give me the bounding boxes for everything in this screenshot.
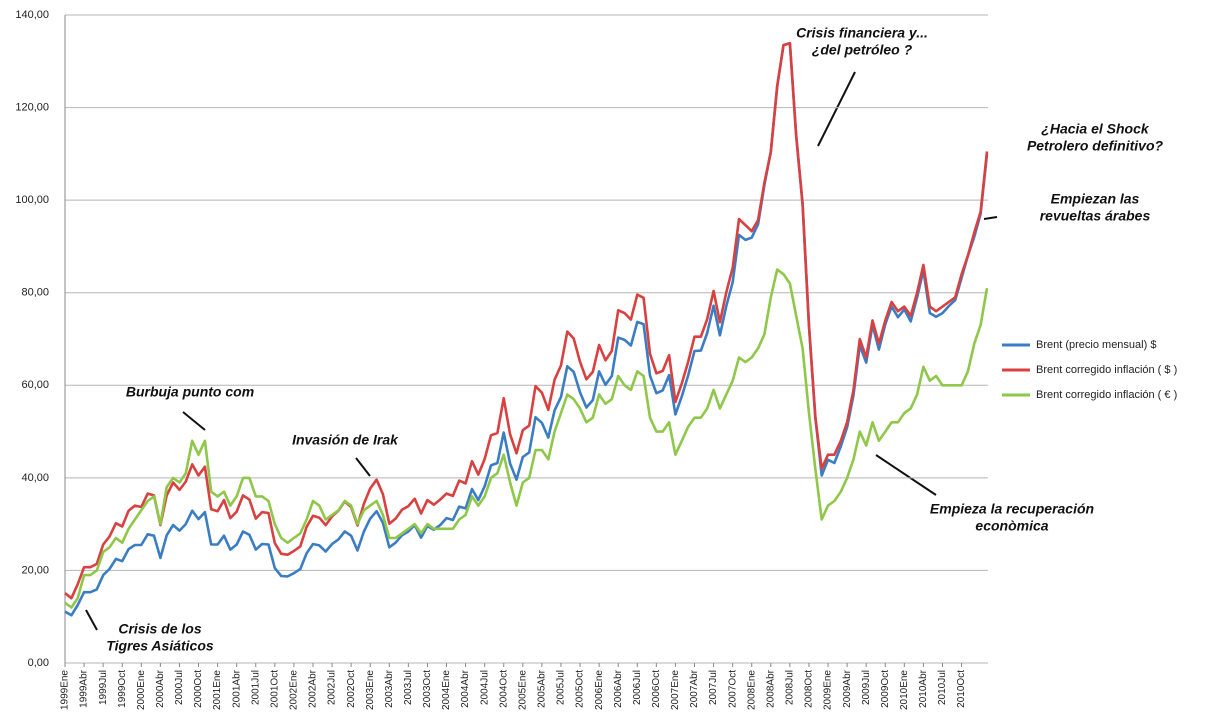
x-tick-label: 2001Abr — [231, 669, 242, 707]
y-tick-label: 120,00 — [15, 101, 49, 113]
x-tick-label: 1999Ene — [60, 670, 71, 710]
annotation: Burbuja punto com — [126, 384, 254, 400]
y-tick-label: 20,00 — [21, 564, 49, 576]
annotation: Empiezan las — [1051, 191, 1140, 207]
annotation: Petrolero definitivo? — [1027, 138, 1164, 154]
x-tick-label: 2003Jul — [403, 670, 414, 705]
x-tick-label: 2001Oct — [269, 670, 280, 708]
x-tick-label: 2008Abr — [765, 669, 776, 707]
series-line — [64, 41, 989, 617]
annotation: Empieza la recuperación — [930, 501, 1094, 517]
x-tick-label: 2004Jul — [479, 670, 490, 705]
arrow — [817, 71, 856, 147]
x-tick-label: 2008Ene — [746, 670, 757, 710]
arrow — [875, 454, 937, 496]
x-tick-label: 2010Abr — [918, 669, 929, 707]
x-tick-label: 1999Jul — [98, 670, 109, 705]
x-tick-label: 2000Ene — [136, 670, 147, 710]
x-tick-label: 2007Ene — [670, 670, 681, 710]
x-tick-label: 2010Ene — [899, 670, 910, 710]
x-tick-label: 2006Oct — [651, 670, 662, 708]
x-tick-label: 2000Abr — [155, 669, 166, 707]
y-tick-label: 140,00 — [15, 9, 49, 21]
x-tick-label: 2005Jul — [556, 670, 567, 705]
x-tick-label: 2004Oct — [498, 670, 509, 708]
x-tick-label: 1999Oct — [117, 670, 128, 708]
x-tick-label: 2002Oct — [346, 670, 357, 708]
x-tick-label: 2002Ene — [289, 670, 300, 710]
x-tick-label: 1999Abr — [79, 669, 90, 707]
legend-label: Brent (precio mensual) $ — [1036, 339, 1156, 351]
arrow — [983, 216, 998, 220]
x-tick-label: 2005Ene — [517, 670, 528, 710]
arrow — [355, 457, 371, 477]
legend-label: Brent corregido inflación ( $ ) — [1036, 364, 1177, 376]
x-tick-label: 2009Oct — [880, 670, 891, 708]
x-tick-label: 2009Ene — [823, 670, 834, 710]
x-tick-label: 2001Jul — [250, 670, 261, 705]
y-tick-label: 80,00 — [21, 287, 49, 299]
annotation: Invasión de Irak — [292, 432, 399, 448]
x-tick-label: 2007Jul — [708, 670, 719, 705]
arrow — [182, 411, 206, 431]
x-tick-label: 2001Ene — [212, 670, 223, 710]
x-tick-label: 2008Jul — [785, 670, 796, 705]
annotation: revueltas árabes — [1040, 208, 1151, 224]
x-tick-label: 2006Jul — [632, 670, 643, 705]
annotation: econòmica — [975, 518, 1048, 534]
y-tick-label: 100,00 — [15, 194, 49, 206]
x-tick-label: 2002Abr — [308, 669, 319, 707]
annotation-arrows — [85, 71, 998, 631]
x-tick-label: 2010Jul — [937, 670, 948, 705]
x-tick-label: 2008Oct — [804, 670, 815, 708]
x-tick-label: 2007Abr — [689, 669, 700, 707]
legend-label: Brent corregido inflación ( € ) — [1036, 389, 1177, 401]
x-tick-label: 2004Abr — [460, 669, 471, 707]
x-tick-label: 2005Abr — [537, 669, 548, 707]
x-tick-label: 2003Abr — [384, 669, 395, 707]
x-tick-label: 2009Abr — [842, 669, 853, 707]
x-tick-label: 2010Oct — [956, 670, 967, 708]
x-tick-label: 2006Ene — [594, 670, 605, 710]
annotation: Tigres Asiáticos — [106, 638, 214, 654]
x-tick-label: 2004Ene — [441, 670, 452, 710]
annotation: ¿Hacia el Shock — [1041, 121, 1150, 137]
x-tick-label: 2006Abr — [613, 669, 624, 707]
y-tick-label: 60,00 — [21, 379, 49, 391]
x-tick-label: 2009Jul — [861, 670, 872, 705]
annotation: ¿del petróleo ? — [812, 42, 913, 58]
x-tick-label: 2002Jul — [327, 670, 338, 705]
y-tick-label: 40,00 — [21, 472, 49, 484]
x-tick-label: 2003Oct — [422, 670, 433, 708]
series-line — [64, 268, 989, 609]
annotation: Crisis de los — [118, 621, 201, 637]
x-tick-label: 2000Oct — [193, 670, 204, 708]
y-tick-label: 0,00 — [28, 657, 49, 669]
series-line — [64, 41, 989, 600]
annotation: Crisis financiera y... — [796, 25, 928, 41]
arrow — [85, 609, 98, 631]
x-tick-label: 2000Jul — [174, 670, 185, 705]
x-tick-label: 2007Oct — [727, 670, 738, 708]
x-tick-label: 2005Oct — [575, 670, 586, 708]
x-tick-label: 2003Ene — [365, 670, 376, 710]
